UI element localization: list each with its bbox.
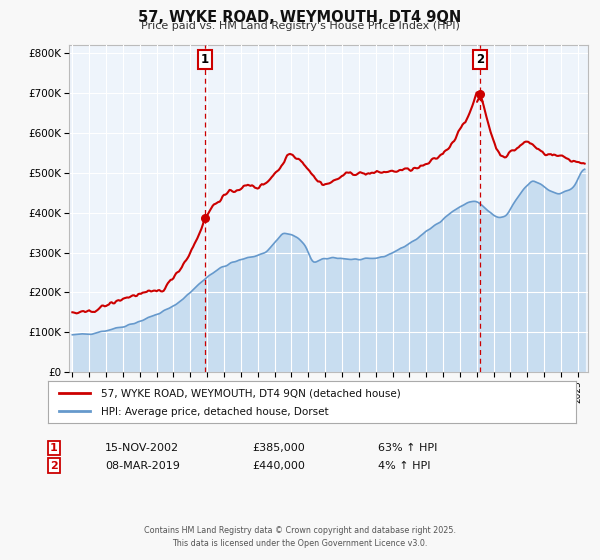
Text: 2: 2 xyxy=(50,461,58,471)
Text: 2: 2 xyxy=(476,53,484,66)
Text: HPI: Average price, detached house, Dorset: HPI: Average price, detached house, Dors… xyxy=(101,407,328,417)
Text: 15-NOV-2002: 15-NOV-2002 xyxy=(105,443,179,453)
Text: 1: 1 xyxy=(50,443,58,453)
Text: 57, WYKE ROAD, WEYMOUTH, DT4 9QN: 57, WYKE ROAD, WEYMOUTH, DT4 9QN xyxy=(139,10,461,25)
Text: £385,000: £385,000 xyxy=(252,443,305,453)
Text: 08-MAR-2019: 08-MAR-2019 xyxy=(105,461,180,471)
Text: 57, WYKE ROAD, WEYMOUTH, DT4 9QN (detached house): 57, WYKE ROAD, WEYMOUTH, DT4 9QN (detach… xyxy=(101,389,401,398)
Text: 1: 1 xyxy=(201,53,209,66)
Text: 4% ↑ HPI: 4% ↑ HPI xyxy=(378,461,431,471)
Text: Contains HM Land Registry data © Crown copyright and database right 2025.: Contains HM Land Registry data © Crown c… xyxy=(144,526,456,535)
Text: 63% ↑ HPI: 63% ↑ HPI xyxy=(378,443,437,453)
Text: This data is licensed under the Open Government Licence v3.0.: This data is licensed under the Open Gov… xyxy=(172,539,428,548)
Text: £440,000: £440,000 xyxy=(252,461,305,471)
Text: Price paid vs. HM Land Registry's House Price Index (HPI): Price paid vs. HM Land Registry's House … xyxy=(140,21,460,31)
